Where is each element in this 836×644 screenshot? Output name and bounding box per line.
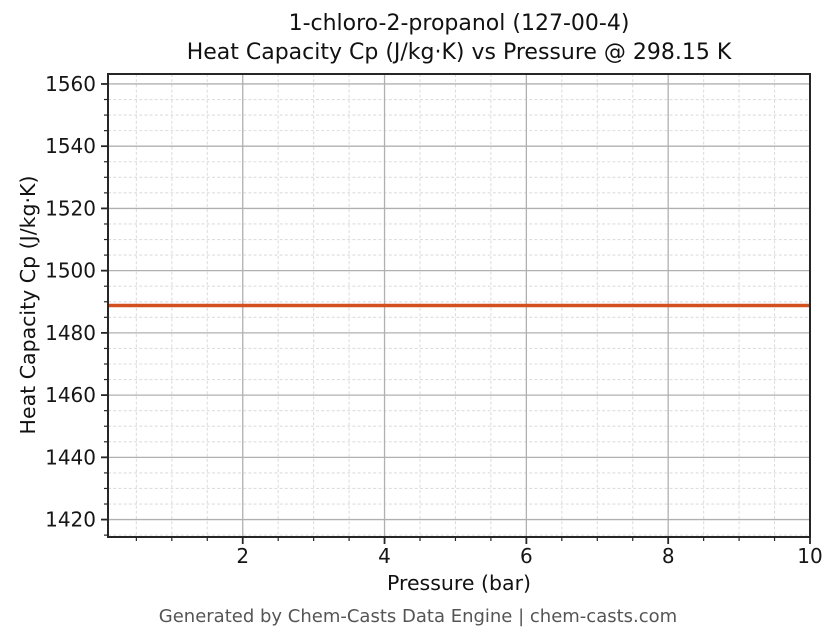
chart-title-block: 1-chloro-2-propanol (127-00-4) Heat Capa… bbox=[108, 9, 810, 67]
y-tick-label: 1480 bbox=[45, 321, 96, 345]
y-tick-label: 1520 bbox=[45, 196, 96, 220]
y-tick-label: 1460 bbox=[45, 383, 96, 407]
x-tick-label: 8 bbox=[662, 544, 675, 568]
x-axis-label: Pressure (bar) bbox=[386, 571, 532, 595]
x-tick-label: 4 bbox=[378, 544, 391, 568]
axes-spines bbox=[107, 73, 811, 538]
footer-credit: Generated by Chem-Casts Data Engine | ch… bbox=[158, 606, 678, 627]
y-tick-label: 1440 bbox=[45, 445, 96, 469]
y-tick-label: 1420 bbox=[45, 508, 96, 532]
x-tick-label: 10 bbox=[797, 544, 822, 568]
y-tick-label: 1500 bbox=[45, 259, 96, 283]
y-axis-label: Heat Capacity Cp (J/kg·K) bbox=[16, 175, 40, 435]
x-tick-label: 6 bbox=[520, 544, 533, 568]
y-tick-label: 1560 bbox=[45, 72, 96, 96]
chart-title: 1-chloro-2-propanol (127-00-4) bbox=[288, 11, 630, 36]
chart-subtitle: Heat Capacity Cp (J/kg·K) vs Pressure @ … bbox=[186, 40, 732, 65]
x-tick-label: 2 bbox=[236, 544, 249, 568]
y-tick-label: 1540 bbox=[45, 134, 96, 158]
